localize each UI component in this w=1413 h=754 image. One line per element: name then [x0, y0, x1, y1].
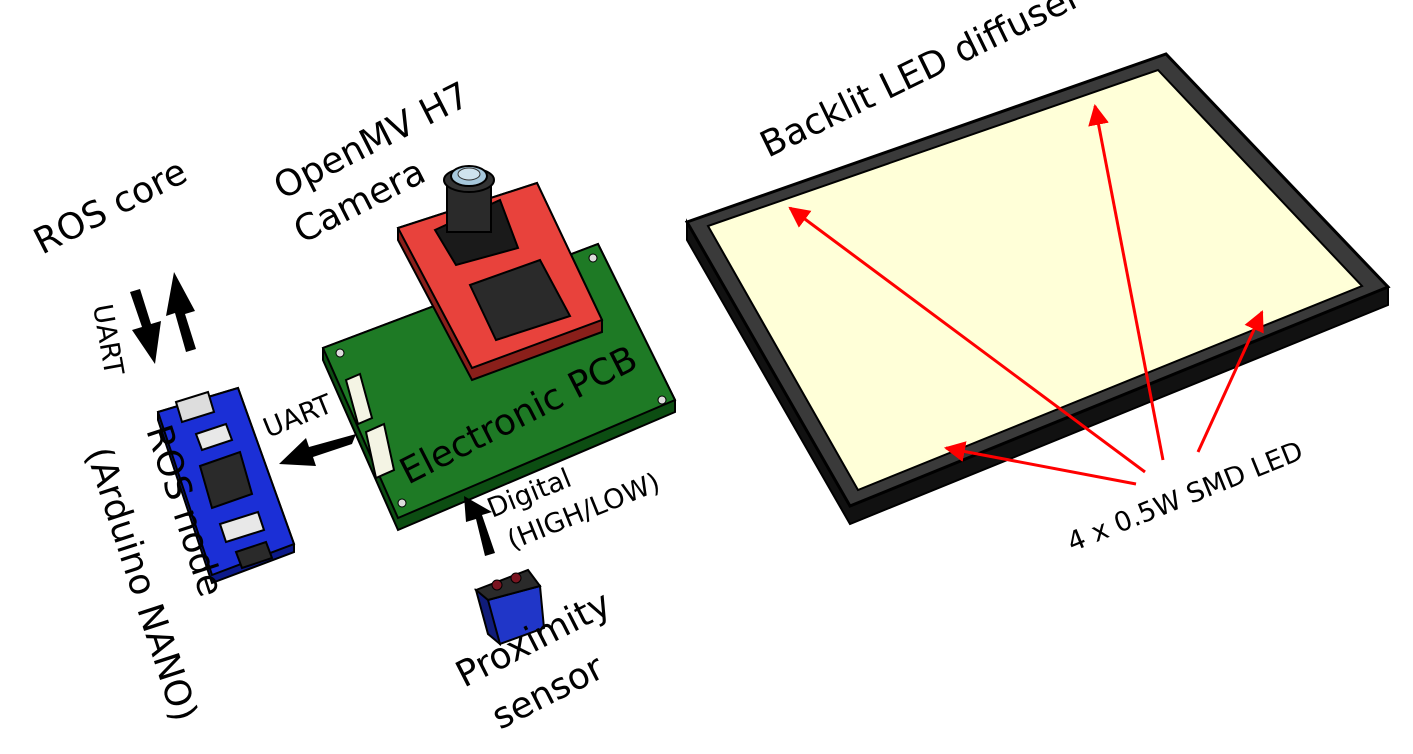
pcb-mount-hole: [397, 498, 407, 508]
usb-connector: [174, 390, 216, 424]
pcb-mount-hole: [657, 395, 667, 405]
pcb-mount-hole: [588, 253, 598, 263]
arduino-component: [194, 422, 234, 452]
pcb-mount-hole: [335, 348, 345, 358]
led-arrow: [1088, 103, 1165, 461]
led-diffuser-panel: [684, 52, 1391, 526]
arduino-mcu-chip: [198, 450, 254, 510]
proximity-sensor: [474, 568, 546, 647]
label-ros-core: ROS core: [27, 151, 193, 263]
led-arrow: [1196, 310, 1264, 453]
lens-glass-inner: [457, 167, 481, 181]
camera-chip: [468, 258, 572, 342]
label-uart-middle: UART: [259, 389, 337, 445]
diffuser-surface: [706, 68, 1364, 492]
uart-left-arrow-icon: [279, 434, 356, 466]
arduino-nano-board: [156, 386, 296, 585]
digital-up-arrow-icon: [464, 496, 495, 556]
sensor-receiver: [510, 572, 522, 584]
led-arrow: [943, 441, 1137, 486]
label-uart-left: UART: [86, 302, 129, 378]
arduino-component: [218, 510, 266, 544]
uart-down-arrow-icon: [130, 289, 161, 364]
arduino-component: [234, 540, 274, 570]
label-smd-led: 4 x 0.5W SMD LED: [1063, 436, 1308, 559]
pcb-connector: [364, 422, 396, 480]
uart-up-arrow-icon: [166, 272, 196, 352]
led-arrow: [788, 206, 1146, 474]
pcb-connector: [344, 372, 374, 426]
openmv-camera-board: [396, 165, 604, 382]
sensor-emitter: [491, 579, 503, 591]
